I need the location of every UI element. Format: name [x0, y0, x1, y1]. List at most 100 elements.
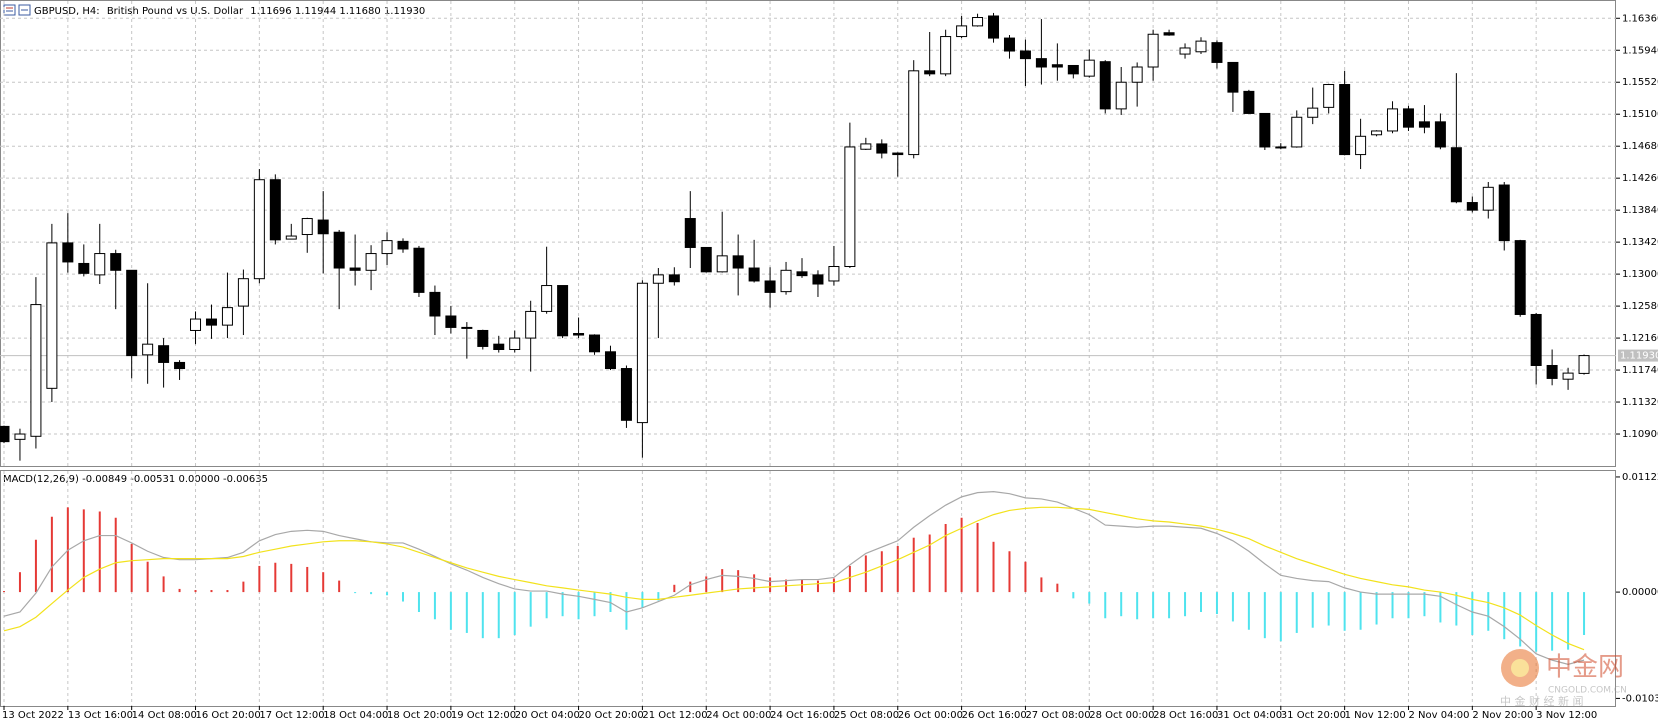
y-tick-label: 1.11740	[1622, 365, 1658, 376]
candle-body	[541, 285, 553, 312]
candle-body	[461, 326, 473, 329]
candle-body	[62, 242, 74, 263]
y-tick-label: 1.13000	[1622, 269, 1658, 280]
candle-body	[700, 246, 712, 273]
candle-body	[716, 255, 728, 273]
candle-body	[860, 143, 872, 150]
candle-body	[684, 218, 696, 248]
x-tick-label: 1 Nov 12:00	[1345, 710, 1406, 721]
y-tick-label: 0.01122	[1622, 472, 1658, 483]
candle-body	[253, 179, 265, 280]
candle-body	[573, 333, 585, 336]
x-tick-label: 13 Oct 2022	[2, 710, 64, 721]
candle-body	[285, 235, 297, 240]
candle-body	[126, 269, 138, 357]
candle-body	[301, 218, 313, 236]
current-price-box	[1618, 349, 1658, 362]
x-tick-label: 28 Oct 16:00	[1153, 710, 1218, 721]
candle-body	[1291, 116, 1303, 148]
indicator-value: -0.00849	[82, 474, 127, 485]
candle-body	[780, 269, 792, 293]
candle-body	[333, 231, 345, 269]
x-tick-label: 2 Nov 20:00	[1472, 710, 1533, 721]
ohlc-open: 1.11696	[250, 6, 291, 17]
candle-body	[1035, 58, 1047, 68]
x-tick-label: 26 Oct 16:00	[962, 710, 1027, 721]
candle-body	[924, 70, 936, 75]
indicator-value: -0.00635	[223, 474, 268, 485]
y-tick-label: 1.13420	[1622, 237, 1658, 248]
candle-body	[557, 285, 569, 337]
candle-body	[365, 253, 377, 271]
candle-body	[1195, 40, 1207, 53]
candle-body	[764, 280, 776, 293]
candle-body	[190, 318, 202, 331]
candle-body	[0, 425, 10, 443]
candle-body	[972, 17, 984, 27]
candle-body	[732, 255, 744, 269]
indicator-line	[3, 506, 1585, 651]
candle-body	[1147, 33, 1159, 68]
candle-body	[1402, 108, 1414, 128]
candle-body	[636, 282, 648, 424]
candle-body	[94, 253, 106, 276]
candle-body	[1482, 186, 1494, 211]
candle-body	[110, 253, 122, 271]
candle-body	[397, 240, 409, 250]
x-tick-label: 20 Oct 04:00	[515, 710, 580, 721]
indicator: MACD(12,26,9)	[3, 474, 79, 485]
candle-body	[1323, 84, 1335, 108]
x-tick-label: 24 Oct 00:00	[706, 710, 771, 721]
y-tick-label: 1.16360	[1622, 13, 1658, 24]
ohlc-low: 1.11680	[339, 6, 380, 17]
y-tick-label: 1.13840	[1622, 205, 1658, 216]
watermark: 中金网 CNGOLD.COM.CN 中 金 财 经 新 闻	[1500, 649, 1627, 708]
candle-body	[1307, 107, 1319, 118]
candle-body	[1003, 37, 1015, 52]
price-panel	[0, 0, 1616, 467]
x-tick-label: 2 Nov 04:00	[1408, 710, 1469, 721]
candle-body	[1578, 355, 1590, 374]
x-tick-label: 14 Oct 08:00	[132, 710, 197, 721]
y-tick-label: -0.01036	[1622, 693, 1658, 704]
candle-body	[1067, 64, 1079, 75]
x-tick-label: 13 Oct 16:00	[68, 710, 133, 721]
candle-body	[381, 240, 393, 255]
candle-body	[493, 343, 505, 350]
candle-body	[1243, 90, 1255, 114]
candle-body	[429, 291, 441, 317]
x-tick-label: 21 Oct 12:00	[642, 710, 707, 721]
candle-body	[525, 310, 537, 339]
y-tick-label: 1.12580	[1622, 301, 1658, 312]
x-tick-label: 18 Oct 04:00	[323, 710, 388, 721]
candle-body	[1275, 146, 1287, 149]
candle-body	[509, 337, 521, 350]
candle-body	[1163, 32, 1175, 36]
candle-body	[1546, 364, 1558, 379]
candle-body	[1355, 135, 1367, 156]
candle-body	[174, 361, 186, 370]
ohlc-close: 1.11930	[384, 6, 425, 17]
x-tick-label: 25 Oct 08:00	[834, 710, 899, 721]
candle-body	[1051, 64, 1063, 68]
candle-body	[237, 278, 249, 307]
x-tick-label: 16 Oct 20:00	[196, 710, 261, 721]
candle-body	[1227, 61, 1239, 93]
candle-body	[908, 70, 920, 156]
y-tick-label: 1.10900	[1622, 429, 1658, 440]
candle-body	[940, 36, 952, 75]
x-tick-label: 19 Oct 12:00	[451, 710, 516, 721]
ohlc-high: 1.11944	[295, 6, 336, 17]
x-tick-label: 18 Oct 20:00	[387, 710, 452, 721]
candle-body	[477, 329, 489, 347]
header: GBPUSD, H4: British Pound vs U.S. Dollar…	[34, 6, 425, 17]
candle-body	[205, 318, 217, 326]
x-tick-label: 3 Nov 12:00	[1536, 710, 1597, 721]
candle-body	[349, 267, 361, 271]
candle-body	[828, 266, 840, 282]
candle-body	[589, 334, 601, 353]
candle-body	[1339, 84, 1351, 156]
y-tick-label: 1.14680	[1622, 141, 1658, 152]
candle-body	[956, 25, 968, 38]
